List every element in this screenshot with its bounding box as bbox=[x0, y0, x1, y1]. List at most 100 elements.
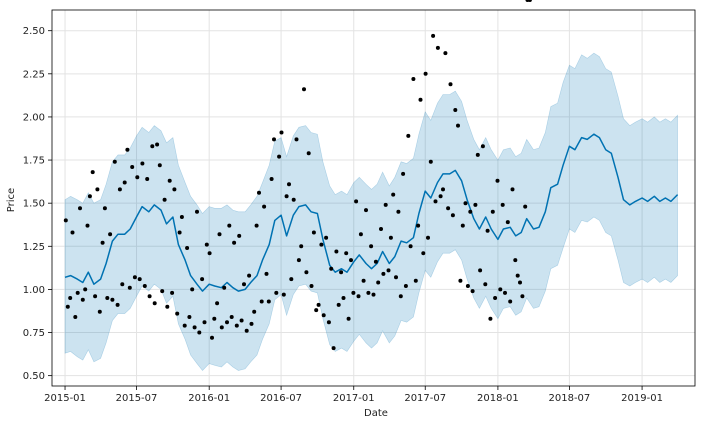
observed-point bbox=[388, 235, 393, 240]
observed-point bbox=[515, 273, 520, 278]
observed-point bbox=[95, 187, 100, 192]
observed-point bbox=[257, 190, 261, 195]
observed-point bbox=[428, 159, 433, 164]
observed-point bbox=[239, 318, 244, 323]
observed-point bbox=[147, 294, 152, 299]
observed-point bbox=[513, 258, 518, 263]
observed-point bbox=[102, 206, 107, 211]
observed-point bbox=[215, 301, 220, 306]
observed-point bbox=[197, 330, 202, 335]
observed-point bbox=[160, 289, 165, 294]
observed-point bbox=[185, 246, 190, 250]
observed-point bbox=[140, 161, 145, 166]
observed-points bbox=[63, 0, 532, 351]
observed-point bbox=[289, 277, 294, 282]
observed-point bbox=[110, 297, 115, 302]
observed-point bbox=[232, 240, 237, 245]
observed-point bbox=[142, 284, 147, 288]
observed-point bbox=[475, 152, 480, 157]
x-tick-label: 2017-07 bbox=[404, 393, 446, 404]
observed-point bbox=[252, 309, 257, 314]
observed-point bbox=[225, 320, 229, 325]
observed-point bbox=[381, 271, 386, 276]
observed-point bbox=[510, 187, 515, 192]
observed-point bbox=[75, 290, 80, 295]
observed-point bbox=[207, 251, 212, 256]
observed-point bbox=[175, 311, 180, 316]
observed-point bbox=[269, 177, 274, 181]
x-gridlines bbox=[64, 10, 643, 386]
observed-point bbox=[212, 316, 217, 321]
observed-point bbox=[366, 290, 371, 295]
observed-point bbox=[115, 302, 120, 307]
observed-point bbox=[456, 123, 460, 128]
observed-point bbox=[125, 147, 130, 152]
observed-point bbox=[394, 275, 398, 280]
observed-point bbox=[329, 266, 334, 271]
observed-point bbox=[443, 51, 448, 56]
observed-point bbox=[272, 137, 276, 142]
observed-point bbox=[460, 223, 465, 228]
observed-point bbox=[386, 268, 391, 273]
observed-point bbox=[349, 258, 353, 263]
observed-point bbox=[309, 284, 314, 288]
observed-point bbox=[200, 277, 205, 282]
y-tick-label: 2.25 bbox=[23, 69, 45, 80]
observed-point bbox=[105, 296, 110, 300]
observed-point bbox=[379, 227, 383, 231]
observed-point bbox=[68, 296, 73, 300]
observed-point bbox=[162, 197, 167, 202]
observed-point bbox=[234, 323, 239, 328]
observed-point bbox=[137, 277, 142, 282]
observed-point bbox=[177, 230, 182, 235]
observed-point bbox=[222, 285, 227, 290]
observed-point bbox=[480, 144, 485, 149]
observed-point bbox=[100, 240, 105, 245]
observed-point bbox=[165, 304, 170, 309]
observed-point bbox=[266, 299, 271, 304]
x-tick-label: 2017-01 bbox=[333, 393, 375, 404]
observed-point bbox=[259, 299, 264, 304]
x-axis-ticks: 2015-01 2015-07 2016-01 2016-07 2017-01 2017-… bbox=[44, 386, 663, 404]
observed-point bbox=[435, 45, 440, 50]
observed-point bbox=[83, 287, 88, 292]
observed-point bbox=[416, 223, 421, 228]
observed-point bbox=[523, 204, 528, 209]
observed-point bbox=[135, 175, 140, 180]
observed-point bbox=[152, 301, 157, 306]
observed-point bbox=[65, 304, 70, 309]
observed-point bbox=[172, 187, 177, 192]
observed-point bbox=[413, 278, 418, 283]
observed-point bbox=[87, 194, 92, 199]
observed-point bbox=[182, 323, 187, 328]
observed-point bbox=[346, 316, 351, 321]
y-axis-ticks: 0.50 0.75 1.00 1.25 1.50 1.75 2.00 2.25 2.50 bbox=[23, 26, 52, 382]
observed-point bbox=[473, 202, 478, 207]
observed-point bbox=[97, 309, 102, 314]
y-tick-label: 2.00 bbox=[23, 112, 45, 123]
observed-point bbox=[433, 199, 438, 204]
observed-point bbox=[281, 292, 286, 297]
observed-point bbox=[354, 199, 359, 204]
observed-point bbox=[219, 325, 224, 330]
observed-point bbox=[426, 235, 430, 240]
observed-point bbox=[324, 235, 329, 240]
observed-point bbox=[145, 177, 150, 181]
x-tick-label: 2016-01 bbox=[188, 393, 230, 404]
observed-point bbox=[287, 182, 291, 187]
y-tick-label: 2.50 bbox=[23, 26, 45, 37]
observed-point bbox=[356, 294, 361, 299]
observed-point bbox=[112, 159, 117, 164]
observed-point bbox=[237, 233, 242, 238]
observed-point bbox=[468, 209, 473, 214]
observed-point bbox=[446, 206, 451, 211]
observed-point bbox=[498, 287, 503, 292]
observed-point bbox=[376, 280, 381, 285]
observed-point bbox=[254, 223, 259, 228]
observed-point bbox=[398, 294, 403, 299]
observed-point bbox=[291, 197, 296, 202]
observed-point bbox=[120, 282, 125, 287]
observed-point bbox=[518, 280, 522, 285]
observed-point bbox=[326, 320, 331, 325]
observed-point bbox=[423, 71, 428, 76]
